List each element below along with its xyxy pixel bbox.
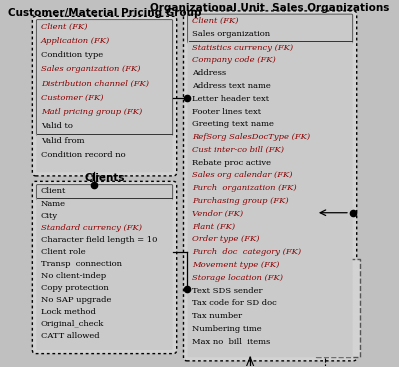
Text: Tax number: Tax number (192, 312, 242, 320)
Text: Client role: Client role (41, 248, 85, 256)
Text: Original_check: Original_check (41, 320, 104, 328)
Text: Character field length = 10: Character field length = 10 (41, 236, 157, 244)
Text: Distribution channel (FK): Distribution channel (FK) (41, 79, 149, 87)
FancyBboxPatch shape (36, 19, 173, 136)
Text: Vendor (FK): Vendor (FK) (192, 210, 243, 218)
Text: Numbering time: Numbering time (192, 325, 262, 333)
Text: Tax code for SD doc: Tax code for SD doc (192, 299, 277, 307)
Text: Customer (FK): Customer (FK) (41, 94, 103, 102)
Text: Plant (FK): Plant (FK) (192, 223, 235, 230)
Text: Cust inter-co bill (FK): Cust inter-co bill (FK) (192, 146, 284, 154)
Text: Sales organization (FK): Sales organization (FK) (41, 65, 140, 73)
Text: Storage location (FK): Storage location (FK) (192, 274, 283, 282)
Text: Lock method: Lock method (41, 308, 96, 316)
Text: Sales org calendar (FK): Sales org calendar (FK) (192, 171, 292, 179)
Text: RefSorg SalesDocType (FK): RefSorg SalesDocType (FK) (192, 133, 310, 141)
Text: Address text name: Address text name (192, 82, 271, 90)
Text: Purch  organization (FK): Purch organization (FK) (192, 184, 296, 192)
Text: Address: Address (192, 69, 226, 77)
Text: Sales organization: Sales organization (192, 30, 270, 38)
Text: Transp  connection: Transp connection (41, 260, 122, 268)
Text: Matl pricing group (FK): Matl pricing group (FK) (41, 108, 142, 116)
Text: Statistics currency (FK): Statistics currency (FK) (192, 44, 293, 52)
Text: Greeting text name: Greeting text name (192, 120, 274, 128)
Text: Condition record no: Condition record no (41, 151, 125, 159)
Text: Letter header text: Letter header text (192, 95, 269, 103)
Text: Standard currency (FK): Standard currency (FK) (41, 224, 142, 232)
FancyBboxPatch shape (32, 181, 177, 354)
Text: Footer lines text: Footer lines text (192, 108, 261, 116)
Text: Condition type: Condition type (41, 51, 103, 59)
FancyBboxPatch shape (188, 41, 353, 357)
Text: Max no  bill  items: Max no bill items (192, 338, 270, 346)
Text: No SAP upgrade: No SAP upgrade (41, 296, 111, 304)
Text: Text SDS sender: Text SDS sender (192, 287, 263, 295)
Text: Movement type (FK): Movement type (FK) (192, 261, 279, 269)
Text: Copy protection: Copy protection (41, 284, 109, 292)
Text: No client-indep: No client-indep (41, 272, 106, 280)
Text: City: City (41, 212, 58, 220)
FancyBboxPatch shape (184, 11, 357, 361)
Text: Name: Name (41, 200, 66, 208)
Text: CATT allowed: CATT allowed (41, 331, 99, 339)
Text: Application (FK): Application (FK) (41, 37, 110, 45)
Text: Client (FK): Client (FK) (192, 17, 239, 25)
Text: Rebate proc active: Rebate proc active (192, 159, 271, 167)
FancyBboxPatch shape (36, 134, 173, 172)
FancyBboxPatch shape (32, 16, 177, 176)
Text: Organizational Unit  Sales Organizations: Organizational Unit Sales Organizations (150, 3, 390, 13)
Text: Purch  doc  category (FK): Purch doc category (FK) (192, 248, 301, 256)
FancyBboxPatch shape (188, 14, 353, 43)
Text: Client: Client (41, 187, 66, 195)
Text: Purchasing group (FK): Purchasing group (FK) (192, 197, 288, 205)
Text: Customer/Material Pricing Group: Customer/Material Pricing Group (8, 8, 201, 18)
Text: Company code (FK): Company code (FK) (192, 57, 276, 64)
FancyBboxPatch shape (36, 185, 173, 200)
Text: Valid from: Valid from (41, 137, 84, 145)
FancyBboxPatch shape (36, 198, 173, 350)
Text: Client (FK): Client (FK) (41, 23, 87, 31)
Bar (316, 259, 360, 357)
Text: Clients: Clients (84, 173, 125, 183)
Text: Order type (FK): Order type (FK) (192, 235, 259, 243)
Text: Valid to: Valid to (41, 122, 73, 130)
